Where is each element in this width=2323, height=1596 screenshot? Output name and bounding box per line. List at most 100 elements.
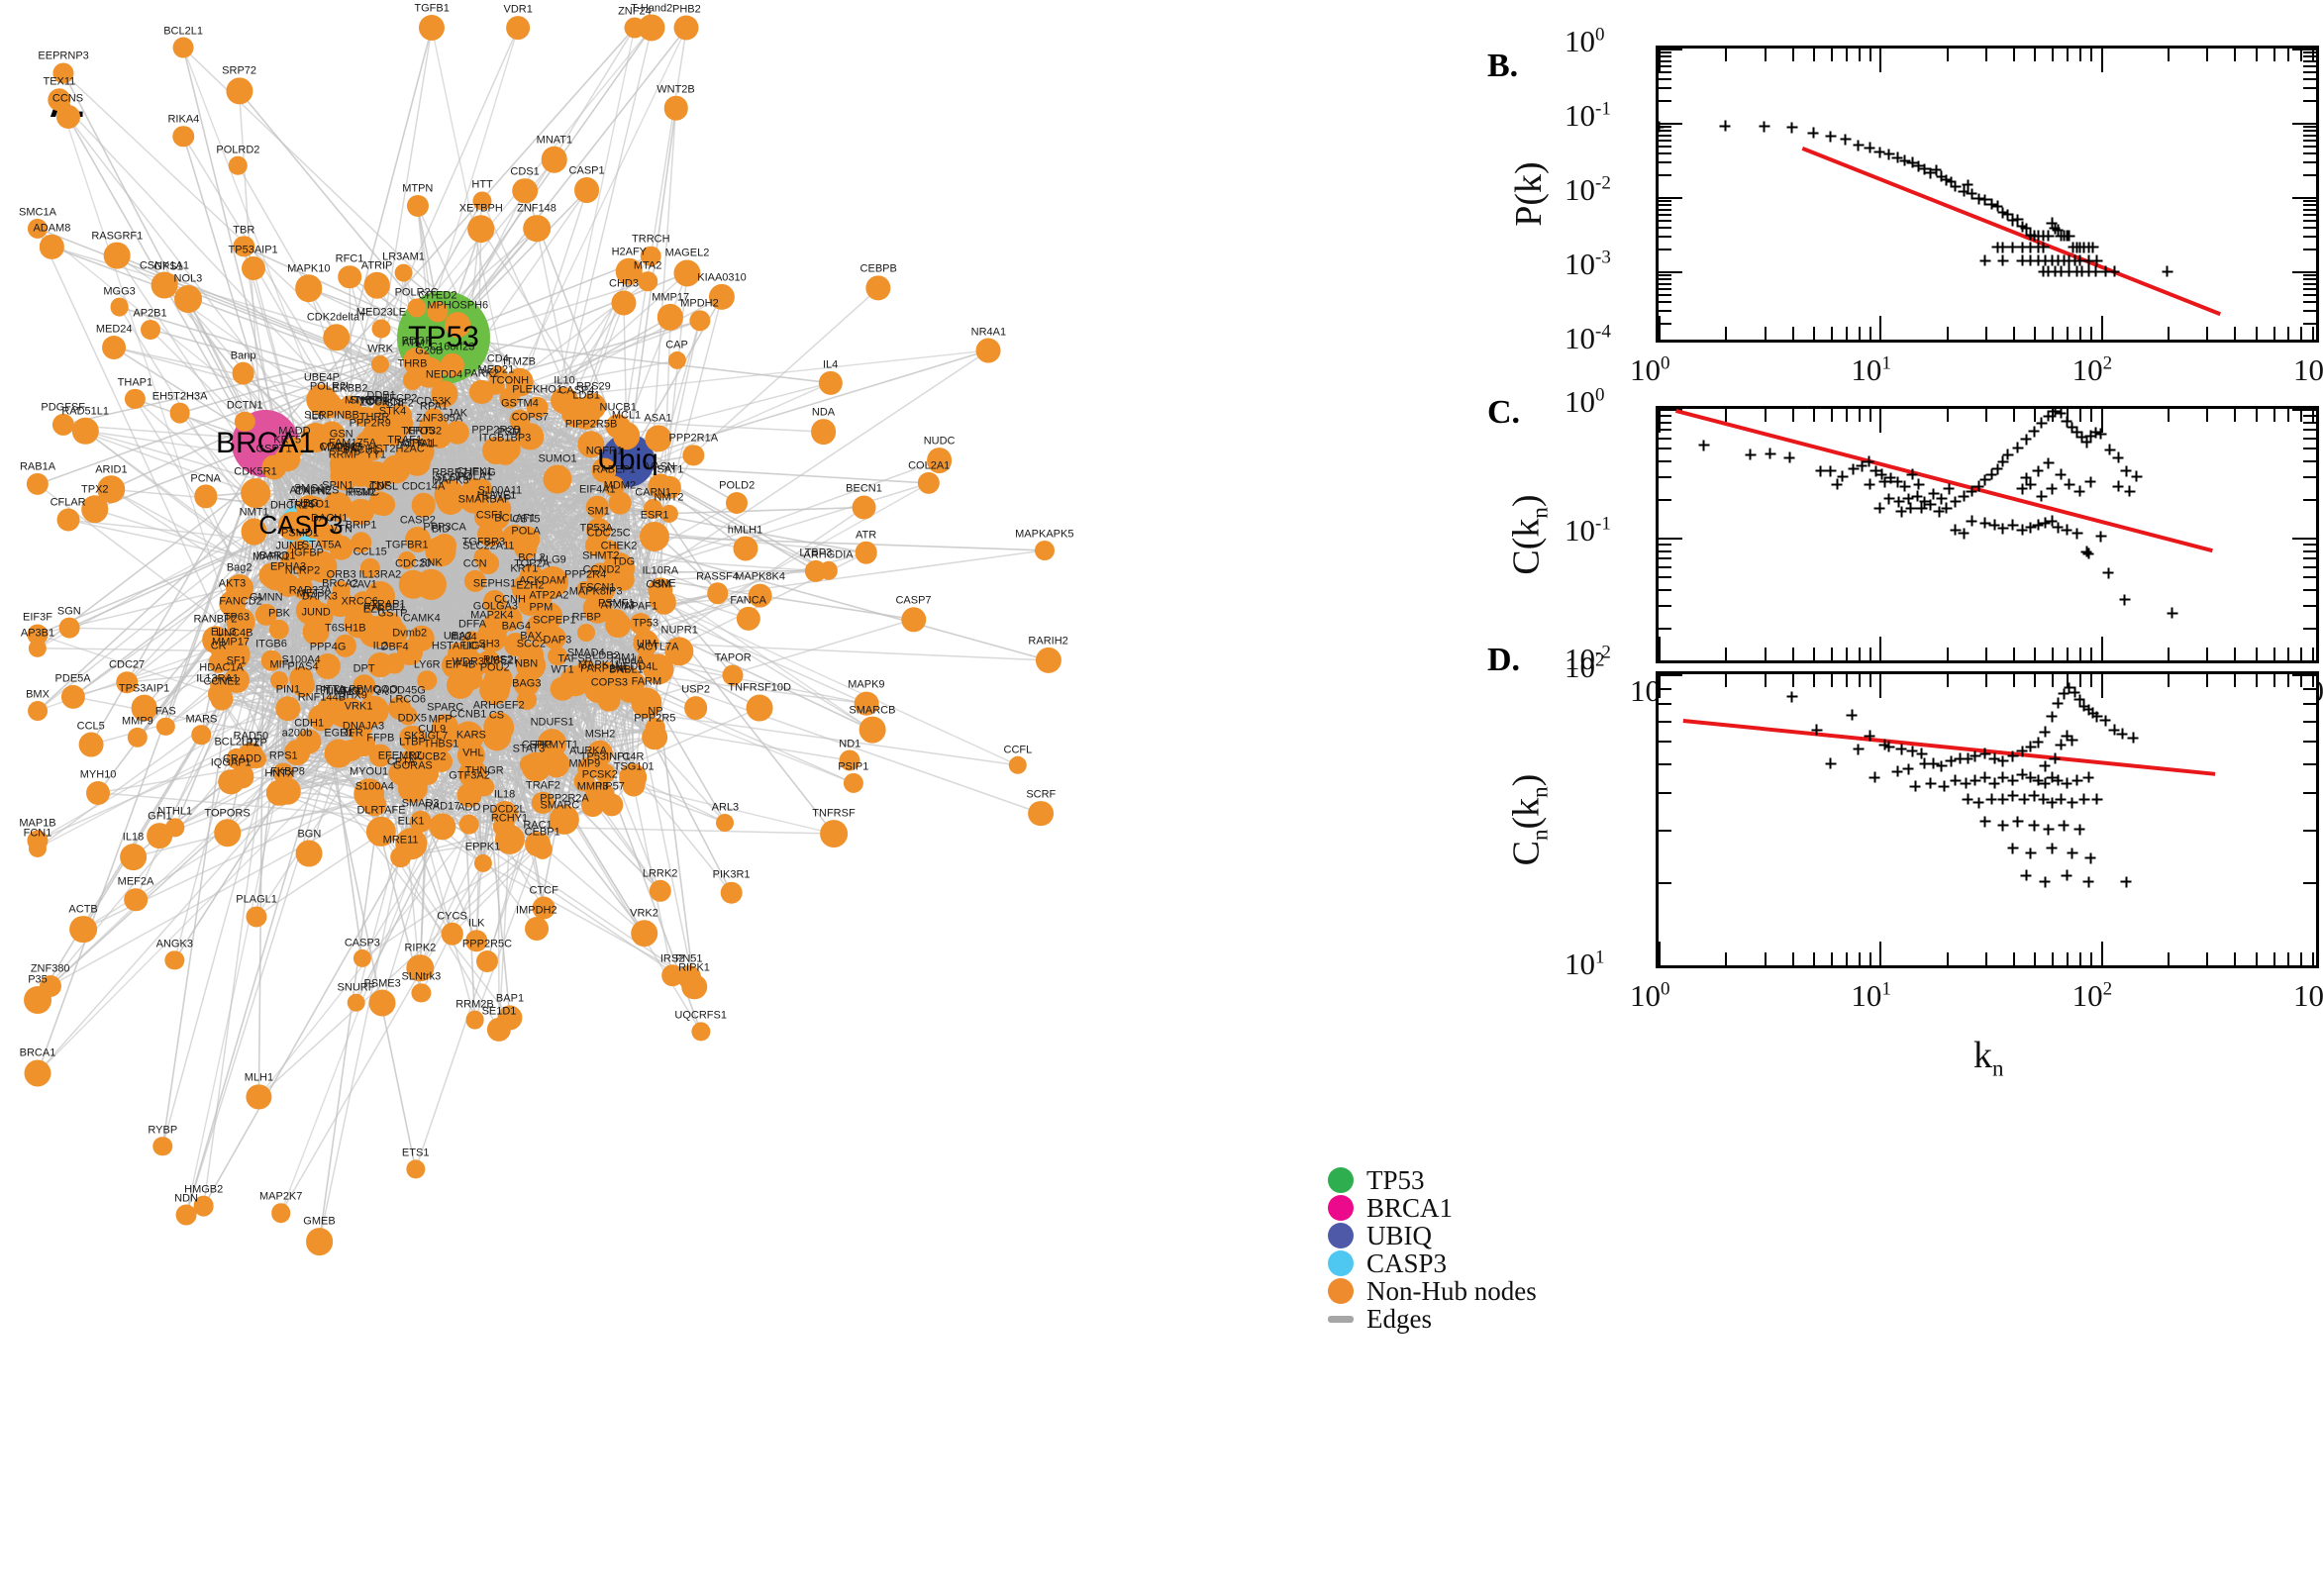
data-point	[1745, 449, 1757, 460]
data-point	[1962, 179, 1973, 191]
data-point	[1991, 200, 2003, 212]
data-point	[1864, 478, 1875, 490]
network-node	[402, 347, 431, 375]
data-point	[2080, 437, 2092, 449]
y-tick	[2303, 249, 2316, 251]
y-tick	[2303, 605, 2316, 607]
network-node	[441, 923, 463, 946]
x-tick	[2300, 952, 2303, 965]
network-node	[371, 354, 390, 374]
x-tick	[2034, 648, 2037, 660]
network-node	[512, 178, 538, 204]
data-point	[2099, 715, 2111, 726]
y-tick	[2303, 282, 2316, 285]
data-point	[2012, 816, 2023, 827]
data-point	[1883, 493, 1895, 505]
y-tick	[2303, 557, 2316, 560]
x-tick	[1984, 49, 1987, 61]
x-tick	[2067, 648, 2070, 660]
data-point	[1875, 468, 1887, 480]
network-node	[627, 673, 646, 692]
data-point	[2049, 223, 2061, 234]
x-tick-label: 102	[2071, 352, 2113, 387]
data-point	[1991, 242, 2003, 253]
data-point	[2032, 465, 2044, 477]
y-tick	[2303, 792, 2316, 795]
legend-label-edges: Edges	[1366, 1303, 1432, 1334]
network-node	[523, 214, 551, 243]
y-tick	[1659, 274, 1671, 277]
x-tick	[1845, 409, 1848, 422]
y-tick	[2303, 429, 2316, 432]
y-tick	[2303, 236, 2316, 239]
network-node	[172, 125, 195, 148]
y-tick	[1659, 64, 1671, 67]
x-tick	[1946, 648, 1949, 660]
y-tick	[1659, 687, 1671, 690]
x-tick	[1764, 648, 1767, 660]
data-point	[2120, 465, 2132, 477]
network-node	[241, 518, 268, 546]
data-point	[1899, 480, 1911, 492]
network-node	[296, 495, 323, 521]
y-tick	[2303, 70, 2316, 73]
network-node	[843, 772, 863, 793]
data-point	[2061, 230, 2072, 242]
data-point	[1786, 122, 1797, 134]
network-node	[488, 365, 508, 385]
y-tick	[2303, 208, 2316, 211]
y-tick	[1659, 139, 1671, 142]
data-point	[1936, 760, 1948, 772]
network-node	[476, 649, 502, 675]
data-point	[2007, 519, 2019, 531]
data-point	[2075, 265, 2087, 277]
x-tick	[1830, 409, 1833, 422]
data-point	[2073, 694, 2085, 706]
x-tick-label: 100	[1630, 352, 1670, 387]
y-tick	[1659, 557, 1671, 560]
panel-c-letter: C.	[1487, 394, 1521, 431]
y-tick	[1659, 429, 1671, 432]
data-point	[1825, 465, 1837, 477]
data-point	[2073, 485, 2085, 497]
y-tick	[1659, 87, 1671, 90]
x-tick-label: 100	[1630, 978, 1670, 1013]
network-node	[543, 464, 572, 494]
data-point	[2046, 711, 2058, 723]
network-node	[839, 749, 860, 771]
data-point	[2127, 732, 2139, 744]
y-tick	[1659, 414, 1671, 417]
x-tick	[1869, 674, 1872, 687]
y-tick	[2292, 409, 2316, 411]
network-node	[600, 792, 624, 817]
data-point	[2046, 483, 2058, 495]
legend-label-tp53: TP53	[1366, 1164, 1425, 1195]
y-tick	[2303, 51, 2316, 54]
x-tick	[2272, 648, 2275, 660]
data-point	[1913, 478, 1925, 490]
y-tick	[2292, 538, 2316, 540]
x-tick	[2234, 674, 2237, 687]
network-node	[352, 674, 376, 698]
data-point	[2064, 682, 2075, 694]
y-tick	[1659, 792, 1671, 795]
x-tick	[1858, 409, 1861, 422]
data-point	[2082, 771, 2094, 783]
data-point	[2078, 242, 2090, 253]
y-tick	[1659, 151, 1671, 154]
x-tick	[2079, 952, 2081, 965]
network-node	[708, 283, 736, 310]
data-point	[2090, 427, 2102, 438]
network-node	[246, 905, 267, 928]
network-node	[440, 352, 464, 377]
x-tick	[2272, 49, 2275, 61]
data-point	[1950, 180, 1962, 192]
network-node	[140, 319, 160, 340]
y-tick	[1659, 763, 1671, 766]
network-node	[164, 950, 184, 970]
x-tick	[2090, 952, 2093, 965]
network-node	[473, 548, 493, 567]
network-node	[416, 569, 447, 600]
data-point	[2039, 760, 2051, 772]
network-node	[804, 559, 827, 582]
